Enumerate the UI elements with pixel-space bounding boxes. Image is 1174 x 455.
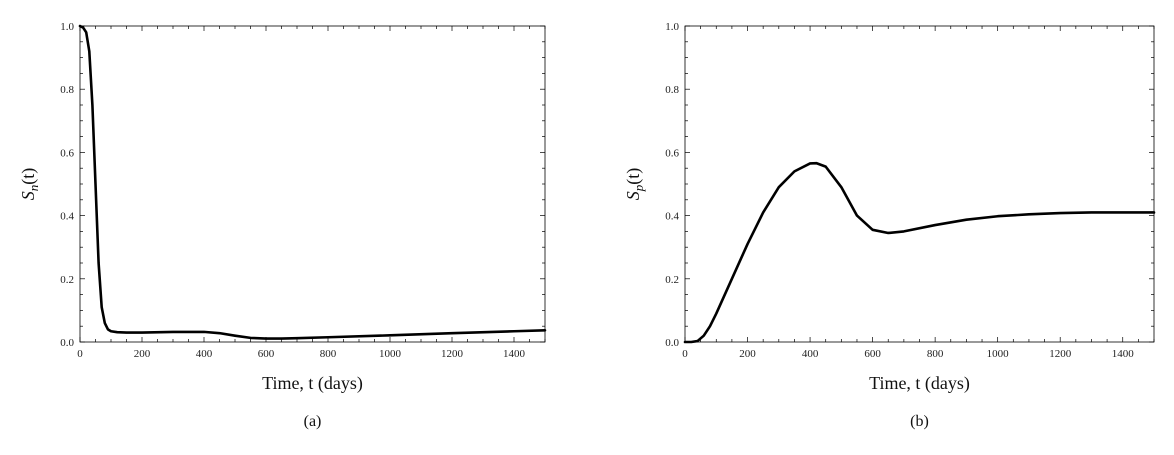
- x-tick-label: 1400: [1112, 348, 1135, 360]
- x-tick-label: 800: [927, 348, 944, 360]
- x-tick-label: 400: [802, 348, 819, 360]
- chart-panel-a: 0 200 400 600 800 1000 1200 1400 0.0 0.2 0.4 0.6 0.8…: [18, 21, 547, 430]
- y-tick-label: 0.4: [665, 211, 679, 223]
- y-tick-label: 0.4: [60, 211, 74, 223]
- y-tick-label: 0.6: [60, 147, 74, 159]
- x-tick-label: 1000: [379, 348, 402, 360]
- y-tick-label: 0.0: [665, 337, 679, 349]
- x-tick-label: 600: [258, 348, 275, 360]
- chart-svg-b: 0 200 400 600 800 1000 1200 1400 0.0 0.2 0.4 0.6 0.8…: [623, 21, 1156, 430]
- x-axis-label: Time, t (days): [869, 373, 970, 394]
- y-tick-label: 1.0: [665, 21, 679, 33]
- x-tick-label: 400: [196, 348, 213, 360]
- x-tick-label: 200: [739, 348, 756, 360]
- x-tick-label: 1200: [1049, 348, 1072, 360]
- x-tick-label: 200: [134, 348, 151, 360]
- panel-label: (a): [304, 413, 322, 430]
- y-tick-label: 1.0: [60, 21, 74, 33]
- y-tick-label: 0.6: [665, 147, 679, 159]
- series-line: [78, 24, 547, 340]
- plot-frame: [684, 25, 1155, 343]
- chart-svg-a: 0 200 400 600 800 1000 1200 1400 0.0 0.2 0.4 0.6 0.8…: [18, 21, 547, 430]
- x-tick-label: 1000: [987, 348, 1010, 360]
- y-axis-label: Sp(t): [623, 168, 646, 201]
- y-axis-label: Sn(t): [18, 168, 41, 201]
- y-tick-label: 0.8: [665, 84, 679, 96]
- plot-frame: [79, 25, 546, 343]
- y-axis-label-suffix: (t): [18, 168, 39, 185]
- series-line: [683, 161, 1156, 344]
- y-axis-label-main: S: [623, 191, 643, 200]
- y-tick-label: 0.2: [665, 274, 679, 286]
- y-axis-label-suffix: (t): [623, 168, 644, 185]
- x-tick-label: 600: [864, 348, 881, 360]
- y-axis-label-subscript: n: [26, 185, 41, 192]
- x-tick-label: 1200: [441, 348, 464, 360]
- chart-panel-b: 0 200 400 600 800 1000 1200 1400 0.0 0.2 0.4 0.6 0.8…: [587, 0, 1174, 455]
- y-tick-label: 0.8: [60, 84, 74, 96]
- panel-label: (b): [910, 413, 929, 430]
- x-axis-label: Time, t (days): [262, 373, 363, 394]
- y-tick-label: 0.2: [60, 274, 74, 286]
- y-axis-label-main: S: [18, 191, 38, 200]
- x-tick-label: 0: [77, 348, 83, 360]
- x-tick-label: 800: [320, 348, 337, 360]
- y-tick-label: 0.0: [60, 337, 74, 349]
- x-tick-label: 1400: [503, 348, 526, 360]
- x-tick-label: 0: [682, 348, 688, 360]
- y-axis-label-subscript: p: [631, 184, 646, 192]
